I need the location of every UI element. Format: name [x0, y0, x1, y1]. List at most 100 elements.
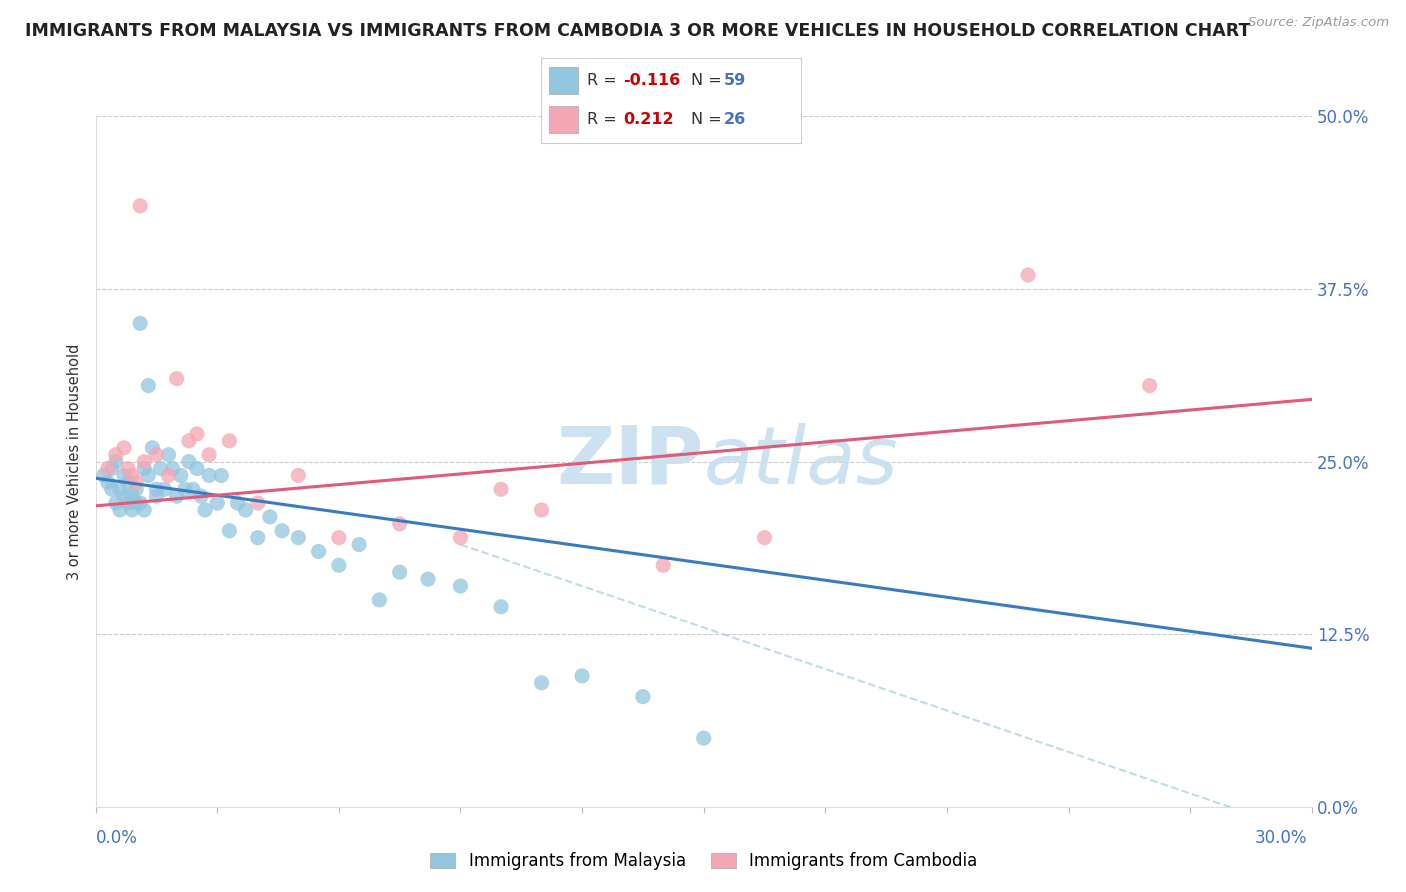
Point	[145, 489, 167, 503]
Point	[153, 483, 176, 497]
Text: N =: N =	[690, 112, 727, 128]
Point	[104, 448, 127, 462]
Point	[173, 483, 195, 497]
Point	[631, 690, 654, 704]
Point	[101, 461, 124, 475]
Point	[108, 503, 131, 517]
Point	[97, 475, 120, 490]
Point	[121, 503, 143, 517]
Point	[368, 593, 391, 607]
Point	[104, 496, 127, 510]
Y-axis label: 3 or more Vehicles in Household: 3 or more Vehicles in Household	[67, 343, 83, 580]
Point	[388, 566, 411, 580]
Point	[112, 489, 135, 503]
Point	[141, 441, 163, 455]
Point	[162, 461, 184, 475]
Point	[166, 372, 188, 386]
Text: 59: 59	[724, 73, 745, 88]
Point	[104, 455, 127, 469]
Point	[134, 461, 156, 475]
Point	[112, 468, 135, 483]
Point	[259, 510, 281, 524]
Point	[246, 531, 269, 545]
Point	[129, 199, 152, 213]
Point	[571, 669, 593, 683]
Point	[125, 496, 148, 510]
FancyBboxPatch shape	[550, 67, 578, 95]
Point	[134, 455, 156, 469]
Point	[489, 599, 512, 614]
Point	[170, 468, 193, 483]
Point	[226, 496, 249, 510]
Point	[108, 483, 131, 497]
Point	[218, 524, 240, 538]
Point	[157, 448, 180, 462]
Text: ZIP: ZIP	[557, 423, 704, 500]
Point	[125, 483, 148, 497]
Text: IMMIGRANTS FROM MALAYSIA VS IMMIGRANTS FROM CAMBODIA 3 OR MORE VEHICLES IN HOUSE: IMMIGRANTS FROM MALAYSIA VS IMMIGRANTS F…	[25, 22, 1251, 40]
Point	[388, 516, 411, 531]
FancyBboxPatch shape	[550, 106, 578, 134]
Text: N =: N =	[690, 73, 727, 88]
Point	[246, 496, 269, 510]
Point	[93, 468, 115, 483]
Point	[134, 503, 156, 517]
Point	[218, 434, 240, 448]
Point	[1139, 378, 1161, 392]
Point	[157, 468, 180, 483]
Point	[186, 461, 208, 475]
Point	[416, 572, 439, 586]
Point	[328, 558, 350, 573]
Point	[693, 731, 716, 746]
Point	[177, 455, 200, 469]
Point	[271, 524, 294, 538]
Point	[129, 317, 152, 331]
Point	[125, 475, 148, 490]
Point	[287, 531, 309, 545]
Point	[145, 483, 167, 497]
Point	[754, 531, 776, 545]
Point	[136, 468, 159, 483]
Point	[235, 503, 257, 517]
Point	[112, 441, 135, 455]
Point	[450, 579, 472, 593]
Text: Source: ZipAtlas.com: Source: ZipAtlas.com	[1249, 16, 1389, 29]
Text: 0.212: 0.212	[623, 112, 673, 128]
Point	[194, 503, 217, 517]
Point	[450, 531, 472, 545]
Point	[198, 468, 221, 483]
Point	[530, 503, 553, 517]
Point	[489, 483, 512, 497]
Point	[121, 468, 143, 483]
Point	[136, 378, 159, 392]
Text: 30.0%: 30.0%	[1256, 829, 1308, 847]
Point	[101, 483, 124, 497]
Point	[347, 537, 370, 551]
Point	[117, 461, 139, 475]
Point	[117, 496, 139, 510]
Point	[149, 461, 172, 475]
Text: -0.116: -0.116	[623, 73, 681, 88]
Point	[97, 461, 120, 475]
Point	[145, 448, 167, 462]
Point	[652, 558, 675, 573]
Point	[181, 483, 204, 497]
Legend: Immigrants from Malaysia, Immigrants from Cambodia: Immigrants from Malaysia, Immigrants fro…	[422, 844, 986, 879]
Text: 26: 26	[724, 112, 745, 128]
Point	[328, 531, 350, 545]
Point	[308, 544, 330, 558]
Point	[117, 475, 139, 490]
Point	[190, 489, 212, 503]
Point	[166, 489, 188, 503]
Text: R =: R =	[586, 73, 621, 88]
Text: 0.0%: 0.0%	[96, 829, 138, 847]
Point	[186, 427, 208, 442]
Point	[287, 468, 309, 483]
Point	[207, 496, 229, 510]
Point	[129, 496, 152, 510]
Point	[121, 489, 143, 503]
Text: R =: R =	[586, 112, 627, 128]
Point	[209, 468, 232, 483]
Text: atlas: atlas	[704, 423, 898, 500]
Point	[177, 434, 200, 448]
